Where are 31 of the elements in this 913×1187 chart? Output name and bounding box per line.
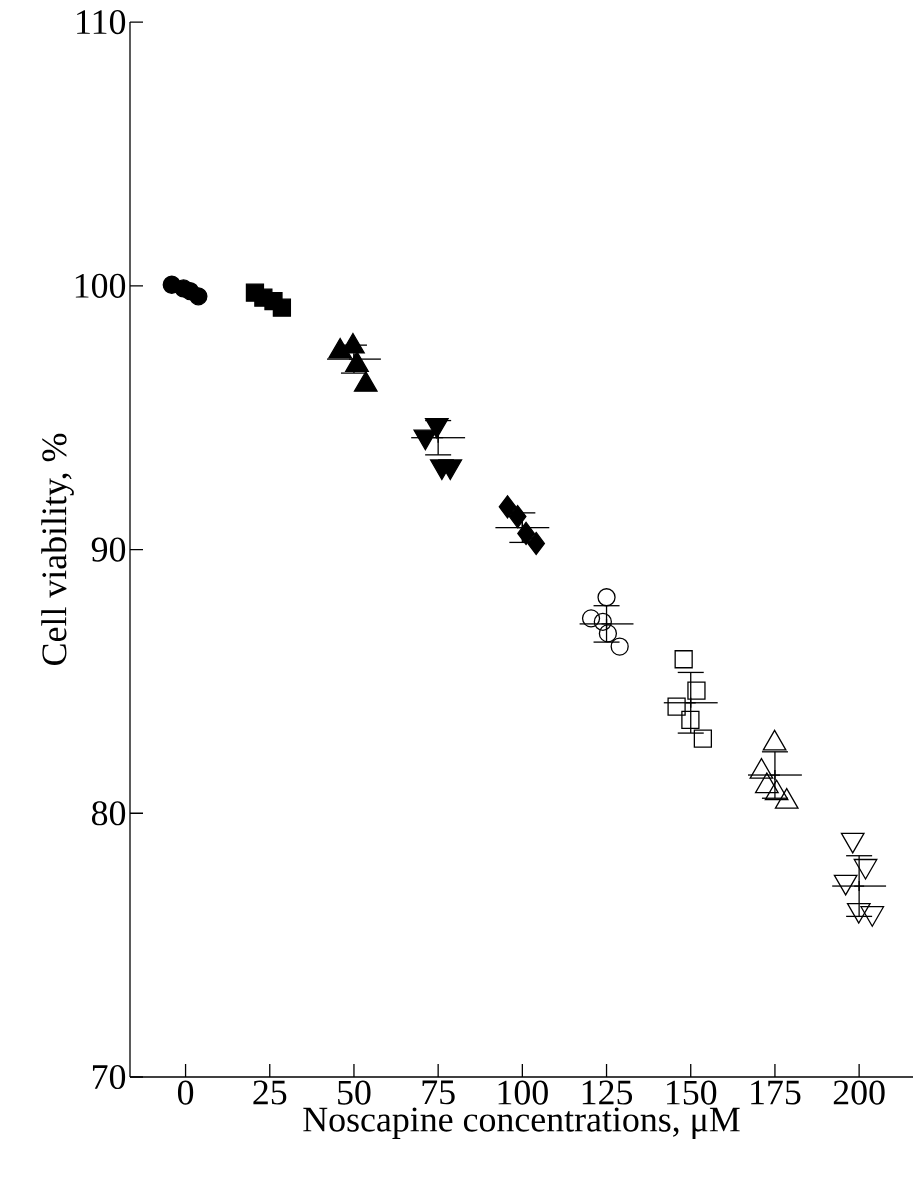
x-tick-label: 50 xyxy=(338,1080,371,1105)
x-tick-label: 100 xyxy=(498,1080,548,1105)
point xyxy=(610,637,629,656)
x-axis-title: Noscapine concentrations, μM xyxy=(303,1107,740,1139)
x-tick-label: 0 xyxy=(177,1080,194,1105)
x-tick-label: 75 xyxy=(422,1080,455,1105)
point xyxy=(272,298,292,317)
y-tick-label: 70 xyxy=(92,1064,126,1090)
y-tick-label: 80 xyxy=(91,801,126,826)
y-axis-title: Cell viability, % xyxy=(41,433,74,665)
point xyxy=(674,650,693,669)
x-tick-label: 125 xyxy=(582,1080,633,1105)
x-tick-label: 200 xyxy=(833,1080,885,1105)
y-tick-label: 100 xyxy=(75,273,126,298)
x-tick-label: 175 xyxy=(751,1080,801,1105)
point xyxy=(189,287,208,306)
point xyxy=(581,609,601,628)
point xyxy=(597,588,616,607)
point xyxy=(498,495,517,519)
point xyxy=(667,697,686,716)
y-tick-label: 90 xyxy=(91,537,126,562)
point xyxy=(693,729,713,748)
y-tick-label: 110 xyxy=(77,9,126,35)
point xyxy=(593,612,612,631)
point xyxy=(685,697,697,709)
point xyxy=(527,531,546,556)
x-tick-label: 150 xyxy=(666,1080,717,1105)
point xyxy=(853,880,865,892)
point xyxy=(681,710,700,730)
point xyxy=(687,681,706,700)
x-tick-label: 25 xyxy=(253,1080,287,1105)
